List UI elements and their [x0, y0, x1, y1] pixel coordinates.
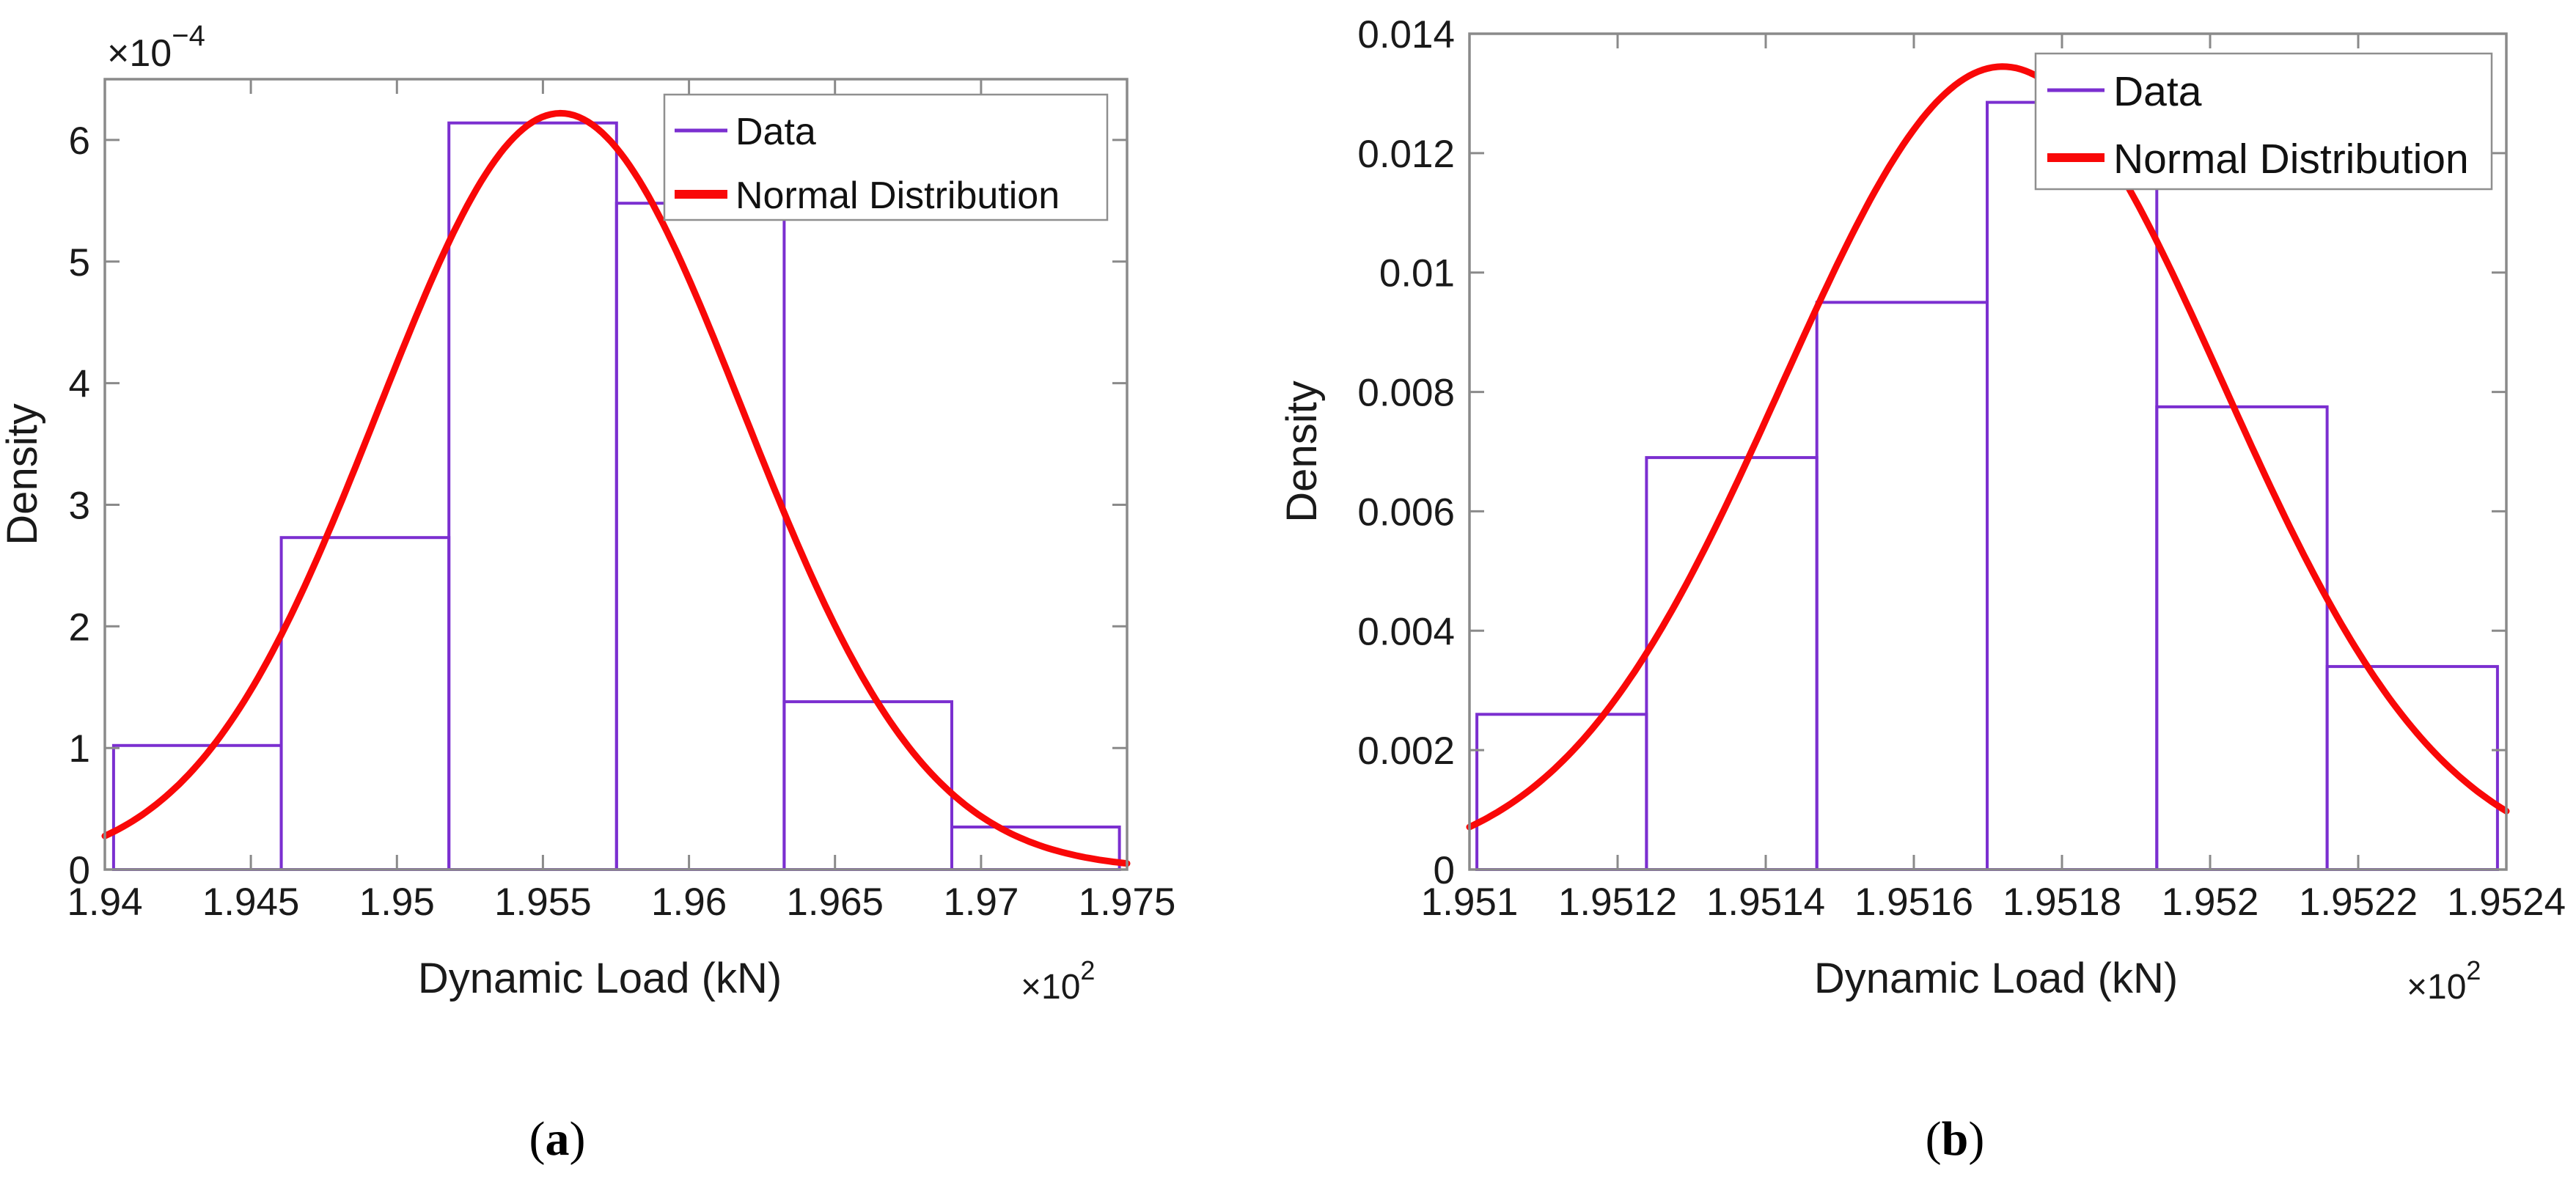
panel-a-x-tick-label: 1.97 — [943, 881, 1019, 924]
panel-b-histogram-bar — [2155, 405, 2329, 871]
caption-a-letter: a — [545, 1112, 570, 1166]
panel-a-y-axis-label: Density — [0, 403, 46, 545]
panel-b-plot-frame — [1468, 32, 2508, 871]
panel-b-y-tick-label: 0.008 — [1357, 372, 1455, 415]
panel-a-histogram-bar — [950, 826, 1121, 871]
panel-b-y-tick-label: 0.004 — [1357, 610, 1455, 653]
panel-b-x-tick-label: 1.9518 — [2003, 881, 2121, 924]
panel-a-y-tick-label: 0 — [69, 849, 90, 892]
panel-a-y-exponent-label: ×10−4 — [107, 20, 205, 75]
panel-a-y-tick-label: 4 — [69, 363, 90, 406]
panel-b-x-tick-label: 1.9516 — [1854, 881, 1973, 924]
panel-a-x-tick-label: 1.96 — [651, 881, 727, 924]
panel-b-histogram-bar — [1475, 713, 1648, 871]
panel-b-x-axis-label: Dynamic Load (kN) — [1814, 955, 2178, 1002]
panel-b-legend-label-normal-distribution: Normal Distribution — [2113, 136, 2469, 183]
panel-a-x-tick-label: 1.955 — [494, 881, 592, 924]
panel-b-legend-label-data: Data — [2113, 68, 2202, 115]
panel-a-y-tick-label: 1 — [69, 727, 90, 771]
caption-a-close-paren: ) — [569, 1112, 586, 1166]
panel-a: 1.94 1.945 1.95 1.955 1.96 1.965 1.97 1.975 0 1 2 3… — [0, 20, 1175, 1007]
panel-b-normal-curve — [1466, 63, 2510, 831]
panel-a-histogram-bar — [447, 121, 618, 871]
panel-a-x-exponent-label: ×102 — [1021, 955, 1095, 1007]
panel-a-x-tick-label: 1.94 — [67, 881, 142, 924]
panel-a-normal-curve — [101, 109, 1131, 867]
panel-a-x-tick-label: 1.945 — [202, 881, 300, 924]
panel-a-legend-label-data: Data — [735, 111, 816, 153]
caption-b-letter: b — [1941, 1112, 1969, 1166]
panel-b-histogram-bar — [1645, 456, 1819, 871]
panel-b-histogram-bar — [2325, 665, 2499, 871]
panel-a-x-axis-label: Dynamic Load (kN) — [418, 955, 782, 1002]
caption-a-open-paren: ( — [529, 1112, 546, 1166]
panel-b-y-tick-label: 0 — [1434, 849, 1455, 892]
panel-a-histogram-bar — [782, 700, 954, 871]
panel-b-x-tick-label: 1.951 — [1421, 881, 1519, 924]
panel-a-legend-label-normal-distribution: Normal Distribution — [735, 174, 1060, 217]
panel-b-x-exponent-label: ×102 — [2407, 955, 2481, 1007]
panel-b-x-tick-label: 1.9514 — [1706, 881, 1825, 924]
panel-b-histogram-bar — [1986, 100, 2159, 872]
caption-b: (b) — [1926, 1110, 1985, 1168]
panel-b-y-tick-label: 0.014 — [1357, 13, 1455, 56]
caption-b-close-paren: ) — [1968, 1112, 1985, 1166]
panel-a-y-tick-label: 5 — [69, 241, 90, 284]
panel-b-y-tick-label: 0.01 — [1379, 252, 1455, 295]
panel-a-y-tick-label: 6 — [69, 120, 90, 163]
panel-a-y-tick-label: 3 — [69, 485, 90, 528]
panel-b-histogram-bar — [1815, 301, 1989, 871]
panel-a-plot-frame — [103, 78, 1129, 871]
panel-b-x-tick-label: 1.9524 — [2447, 881, 2566, 924]
panel-a-x-tick-label: 1.965 — [786, 881, 884, 924]
panel-b-y-tick-label: 0.006 — [1357, 490, 1455, 534]
caption-a: (a) — [529, 1110, 586, 1168]
panel-b-y-axis-label: Density — [1278, 381, 1326, 522]
panel-a-y-tick-label: 2 — [69, 606, 90, 649]
panel-a-x-tick-label: 1.975 — [1079, 881, 1176, 924]
panel-b-x-tick-label: 1.9522 — [2299, 881, 2418, 924]
panel-a-x-tick-label: 1.95 — [359, 881, 435, 924]
panel-b: 1.951 1.9512 1.9514 1.9516 1.9518 1.952 1.9522… — [1278, 13, 2566, 1007]
caption-b-open-paren: ( — [1925, 1112, 1942, 1166]
panel-b-y-tick-label: 0.012 — [1357, 133, 1455, 176]
panel-a-legend-box — [663, 93, 1109, 221]
panel-b-y-tick-label: 0.002 — [1357, 730, 1455, 773]
panel-b-x-tick-label: 1.9512 — [1558, 881, 1677, 924]
panel-b-x-tick-label: 1.952 — [2162, 881, 2259, 924]
panel-b-legend-box — [2034, 52, 2493, 191]
